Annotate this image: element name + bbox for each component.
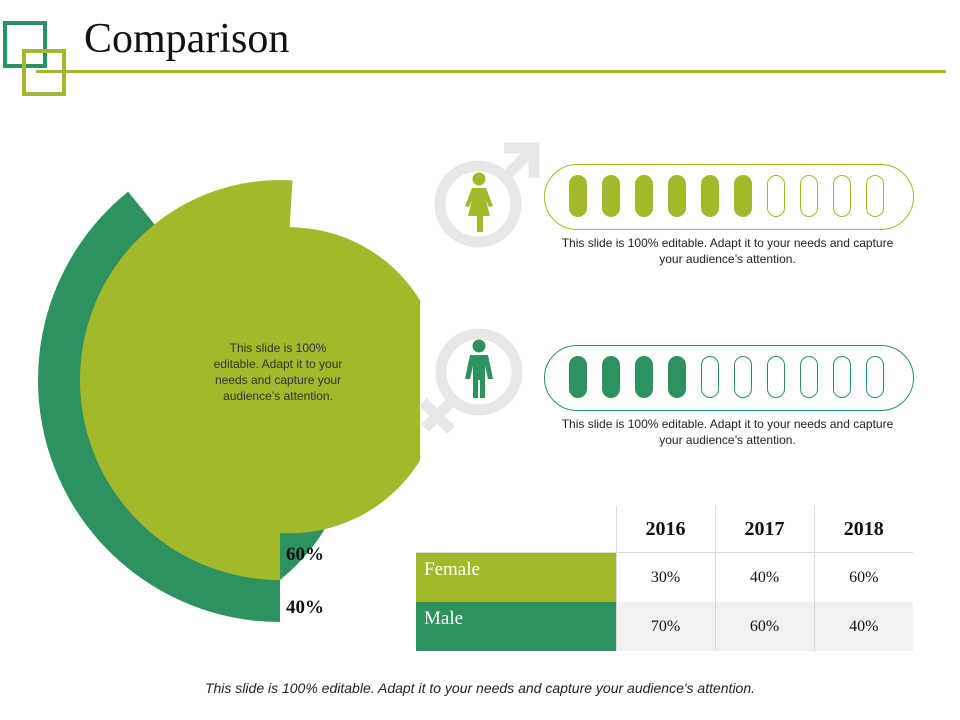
female-progress-pill [635,175,653,217]
male-icon [419,328,523,434]
footer-note: This slide is 100% editable. Adapt it to… [204,680,756,696]
chart-note: This slide is 100% editable. Adapt it to… [213,341,343,403]
female-progress-pill [767,175,785,217]
male-note: This slide is 100% editable. Adapt it to… [561,417,894,447]
table-row: Female 30% 40% 60% [416,552,913,602]
page-title: Comparison [84,16,290,62]
male-progress-pill [635,356,653,398]
chart-arc-female [79,180,420,580]
male-progress-bar [544,345,914,411]
table-cell: 30% [615,552,715,602]
year-header-2018: 2018 [813,506,913,553]
female-progress-pill [833,175,851,217]
chart-label-male: 40% [286,597,324,618]
female-note: This slide is 100% editable. Adapt it to… [561,236,894,266]
female-progress-pill [668,175,686,217]
title-divider [36,70,946,73]
male-progress-pill [701,356,719,398]
table-cell: 40% [813,602,913,651]
table-cell: 60% [714,602,814,651]
male-progress-pill [668,356,686,398]
gender-arc-chart [38,180,420,622]
female-progress-pill [602,175,620,217]
male-progress-pill [602,356,620,398]
female-progress-pill [734,175,752,217]
chart-label-female: 60% [286,544,324,565]
male-progress-pill [569,356,587,398]
female-progress-pill [800,175,818,217]
male-progress-pill [833,356,851,398]
row-label-female: Female [416,552,616,602]
row-label-male: Male [416,602,616,651]
male-progress-pill [767,356,785,398]
female-progress-pill [701,175,719,217]
year-header-2017: 2017 [714,506,814,553]
female-progress-bar [544,164,914,230]
table-corner [416,506,616,553]
male-progress-pill [800,356,818,398]
comparison-table: 2016 2017 2018 Female 30% 40% 60% Male 7… [416,506,913,651]
table-cell: 70% [615,602,715,651]
male-progress-pill [734,356,752,398]
table-row: Male 70% 60% 40% [416,602,913,651]
table-cell: 40% [714,552,814,602]
table-cell: 60% [813,552,913,602]
female-icon [434,142,540,248]
female-progress-pill [569,175,587,217]
male-progress-pill [866,356,884,398]
year-header-2016: 2016 [615,506,715,553]
female-progress-pill [866,175,884,217]
